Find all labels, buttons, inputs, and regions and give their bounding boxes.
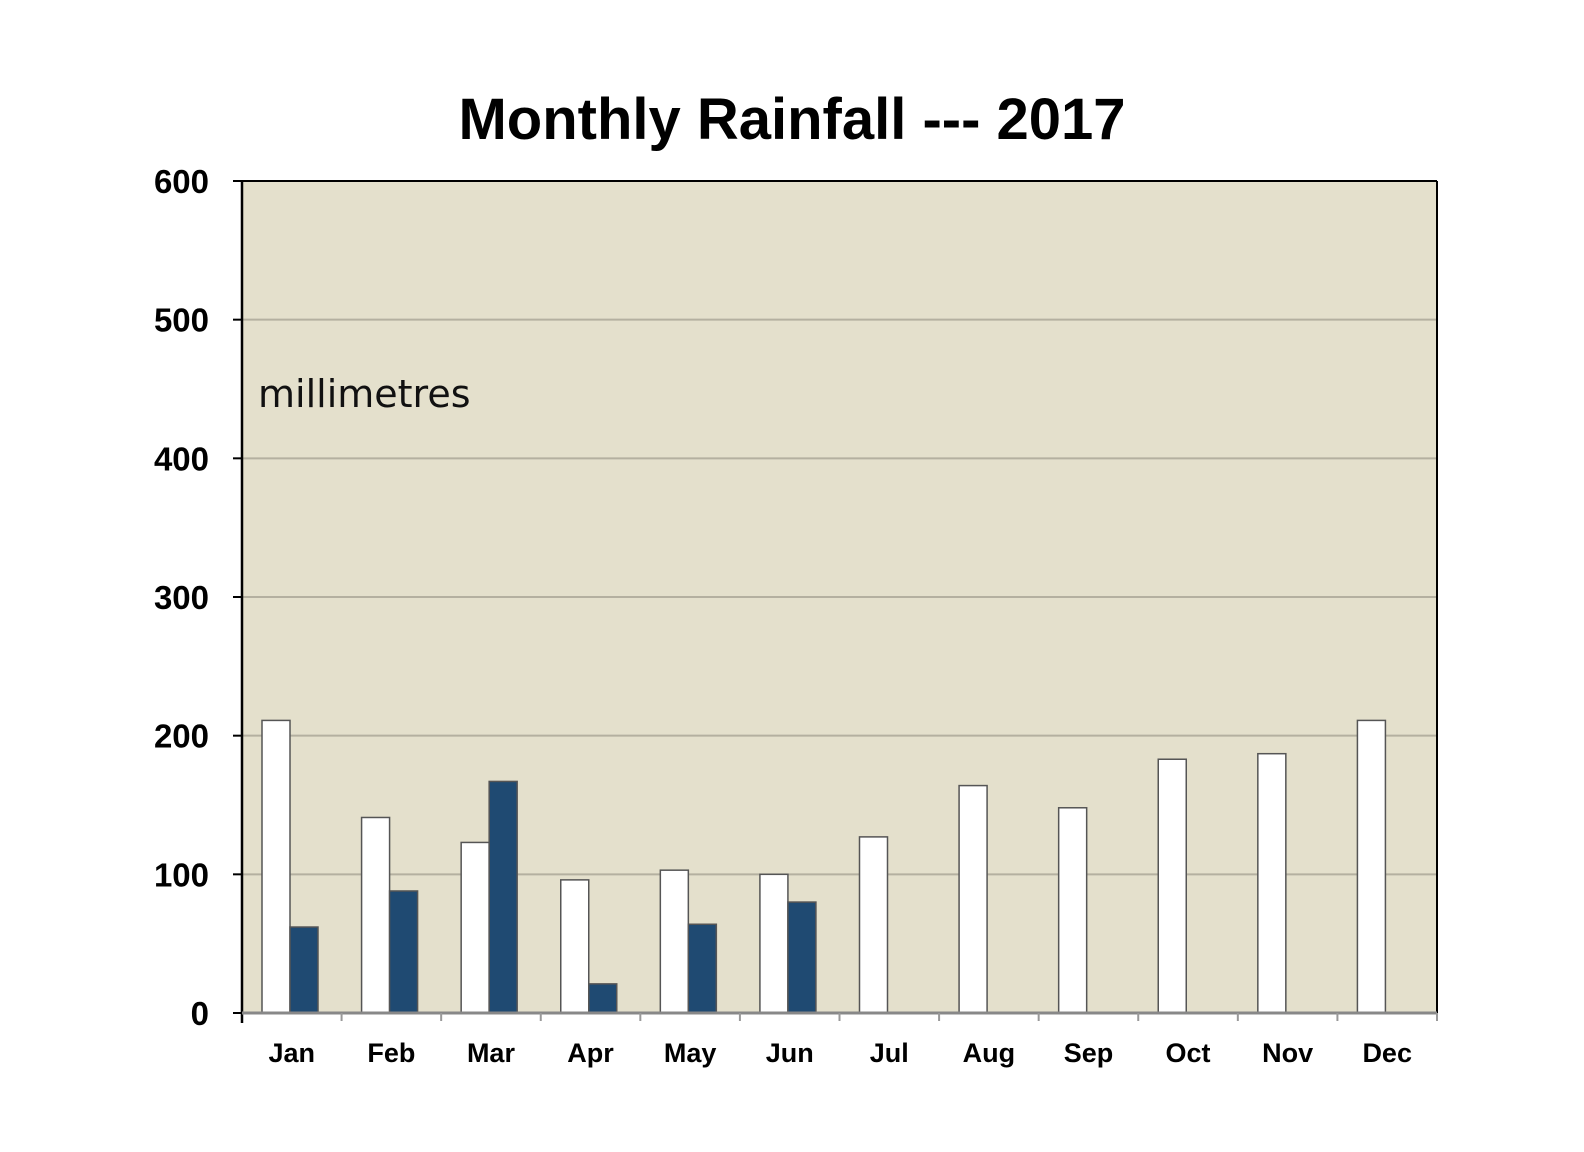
y-tick-label: 0	[191, 995, 209, 1032]
y-tick-label: 100	[154, 856, 209, 893]
bar-blue	[687, 923, 718, 1014]
x-tick-label: Oct	[1166, 1038, 1211, 1068]
x-tick-label: Aug	[963, 1038, 1015, 1068]
bar-blue	[289, 926, 319, 1014]
bar-blue	[787, 901, 817, 1014]
bar-white	[958, 784, 988, 1014]
unit-annotation: millimetres	[258, 372, 471, 416]
axis-labels: 0 100 200 300 400 500 600 Jan Feb Mar Apr May Jun Jul…	[154, 163, 1438, 1068]
bar-white	[1356, 719, 1387, 1014]
bar-blue	[588, 983, 618, 1014]
y-tick-label: 600	[154, 163, 209, 200]
x-tick-label: Dec	[1362, 1038, 1412, 1068]
bar-white	[858, 836, 889, 1014]
bar-white	[560, 879, 590, 1014]
bar-white	[360, 816, 391, 1014]
x-tick-label: Jul	[870, 1038, 909, 1068]
bar-blue	[488, 780, 518, 1014]
x-tick-label: Apr	[567, 1038, 614, 1068]
bar-white	[659, 869, 690, 1014]
bar-white	[1057, 807, 1088, 1014]
y-tick-label: 200	[154, 718, 209, 755]
bar-white	[1157, 758, 1187, 1014]
bar-white	[261, 719, 291, 1014]
x-tick-label: Jun	[766, 1038, 814, 1068]
bar-white	[759, 873, 789, 1014]
x-tick-label: Nov	[1262, 1038, 1313, 1068]
bar-white	[460, 841, 490, 1014]
chart-title: Monthly Rainfall --- 2017	[458, 87, 1125, 152]
x-tick-label: May	[664, 1038, 717, 1068]
x-tick-label: Feb	[367, 1038, 415, 1068]
y-tick-label: 500	[154, 302, 209, 339]
gridlines	[233, 180, 1437, 1014]
x-tick-label: Jan	[269, 1038, 316, 1068]
bar-white	[1257, 752, 1287, 1014]
x-tick-label: Mar	[467, 1038, 516, 1068]
x-tick-label: Sep	[1064, 1038, 1114, 1068]
bars	[261, 719, 1387, 1014]
y-tick-label: 400	[154, 440, 209, 477]
y-tick-label: 300	[154, 579, 209, 616]
bar-blue	[388, 890, 419, 1014]
